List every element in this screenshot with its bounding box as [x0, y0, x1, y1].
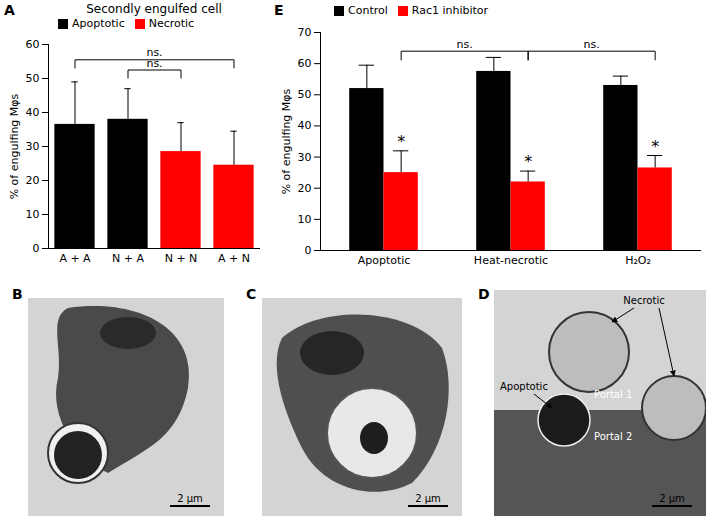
svg-text:H₂O₂: H₂O₂ [625, 254, 651, 267]
svg-text:2 μm: 2 μm [415, 493, 441, 504]
html-text:A: A [4, 2, 15, 18]
svg-text:60: 60 [298, 57, 312, 70]
svg-text:50: 50 [26, 72, 40, 85]
html-text:D: D [478, 286, 490, 302]
svg-text:ns.: ns. [146, 46, 163, 60]
svg-text:40: 40 [26, 106, 40, 119]
svg-text:20: 20 [26, 174, 40, 187]
svg-text:2 μm: 2 μm [659, 493, 685, 504]
svg-text:Apoptotic: Apoptotic [358, 254, 411, 267]
html-text:C: C [246, 286, 257, 302]
svg-text:Portal 2: Portal 2 [594, 431, 632, 442]
html-text:Rac1 inhibitor: Rac1 inhibitor [411, 4, 489, 17]
svg-text:N + N: N + N [165, 252, 198, 265]
svg-text:N + A: N + A [112, 252, 144, 265]
svg-text:60: 60 [26, 38, 40, 51]
html-text:B: B [12, 286, 23, 302]
svg-text:ns.: ns. [584, 38, 600, 51]
svg-text:30: 30 [298, 151, 312, 164]
svg-text:10: 10 [298, 213, 312, 226]
svg-text:70: 70 [298, 26, 312, 39]
svg-text:ns.: ns. [146, 57, 162, 70]
svg-text:A + A: A + A [59, 252, 91, 265]
svg-text:*: * [524, 152, 532, 171]
svg-text:% of engulfing Mφs: % of engulfing Mφs [280, 88, 293, 194]
svg-text:% of engulfing Mφs: % of engulfing Mφs [8, 93, 21, 199]
svg-text:10: 10 [26, 208, 40, 221]
svg-text:50: 50 [298, 88, 312, 101]
svg-text:Necrotic: Necrotic [623, 295, 664, 306]
html-text:Control: Control [348, 4, 388, 17]
svg-text:Heat-necrotic: Heat-necrotic [474, 254, 548, 267]
html-text:E: E [274, 2, 284, 18]
svg-text:30: 30 [26, 140, 40, 153]
svg-text:A + N: A + N [218, 252, 250, 265]
svg-text:Portal 1: Portal 1 [594, 389, 632, 400]
html-text:Secondly engulfed cell: Secondly engulfed cell [86, 2, 222, 16]
svg-text:*: * [397, 132, 405, 151]
svg-text:40: 40 [298, 119, 312, 132]
svg-text:20: 20 [298, 182, 312, 195]
svg-text:0: 0 [33, 242, 40, 255]
svg-text:0: 0 [305, 244, 312, 257]
svg-text:Apoptotic: Apoptotic [500, 381, 548, 392]
svg-text:*: * [651, 137, 659, 156]
html-text:Apoptotic: Apoptotic [72, 17, 125, 30]
svg-text:2 μm: 2 μm [177, 493, 203, 504]
html-text:Necrotic: Necrotic [148, 17, 195, 30]
svg-text:ns.: ns. [457, 38, 473, 51]
